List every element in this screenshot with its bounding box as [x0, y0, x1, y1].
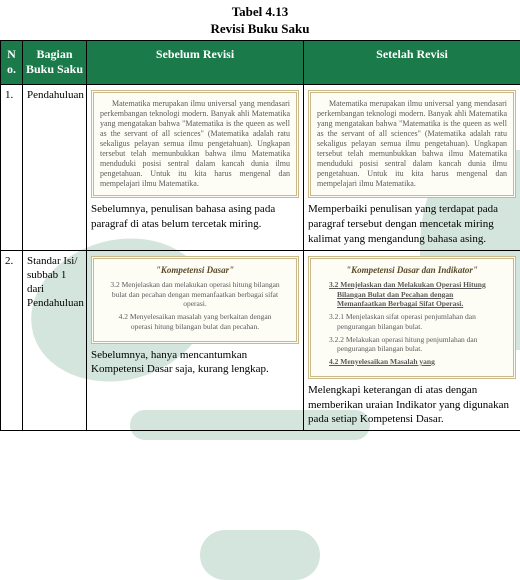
- cell-sebelum: Matematika merupakan ilmu universal yang…: [87, 84, 304, 250]
- card-sebelum-1: Matematika merupakan ilmu universal yang…: [91, 90, 299, 198]
- kd-item: 3.2 Menjelaskan dan Melakukan Operasi Hi…: [325, 280, 499, 309]
- kd-item: 3.2 Menjelaskan dan melakukan operasi hi…: [108, 280, 282, 309]
- card-setelah-1: Matematika merupakan ilmu universal yang…: [308, 90, 516, 198]
- title-line1: Tabel 4.13: [232, 4, 289, 19]
- cell-bagian: Standar Isi/ subbab 1 dari Pendahuluan: [23, 250, 87, 431]
- table-row: 1. Pendahuluan Matematika merupakan ilmu…: [1, 84, 520, 250]
- kd-indicator: 3.2.1 Menjelaskan sifat operasi penjumla…: [325, 312, 499, 332]
- caption-sebelum-1: Sebelumnya, penulisan bahasa asing pada …: [91, 202, 299, 232]
- table-title: Tabel 4.13 Revisi Buku Saku: [0, 0, 520, 40]
- cell-setelah: "Kompetensi Dasar dan Indikator" 3.2 Men…: [304, 250, 520, 431]
- kd-indicator: 3.2.2 Melakukan operasi hitung penjumlah…: [325, 335, 499, 355]
- table-row: 2. Standar Isi/ subbab 1 dari Pendahulua…: [1, 250, 520, 431]
- card-setelah-2: "Kompetensi Dasar dan Indikator" 3.2 Men…: [308, 256, 516, 379]
- cell-sebelum: "Kompetensi Dasar" 3.2 Menjelaskan dan m…: [87, 250, 304, 431]
- title-line2: Revisi Buku Saku: [211, 21, 310, 36]
- cell-no: 2.: [1, 250, 23, 431]
- header-no: N o.: [1, 40, 23, 84]
- caption-sebelum-2: Sebelumnya, hanya mencantumkan Kompetens…: [91, 348, 299, 378]
- kd-item: 4.2 Menyelesaikan Masalah yang: [325, 357, 499, 367]
- header-bagian: Bagian Buku Saku: [23, 40, 87, 84]
- revision-table: N o. Bagian Buku Saku Sebelum Revisi Set…: [0, 40, 520, 432]
- header-setelah: Setelah Revisi: [304, 40, 520, 84]
- card-sebelum-2: "Kompetensi Dasar" 3.2 Menjelaskan dan m…: [91, 256, 299, 344]
- header-sebelum: Sebelum Revisi: [87, 40, 304, 84]
- caption-setelah-1: Memperbaiki penulisan yang terdapat pada…: [308, 202, 516, 247]
- caption-setelah-2: Melengkapi keterangan di atas dengan mem…: [308, 383, 516, 428]
- card-title: "Kompetensi Dasar dan Indikator": [317, 265, 507, 276]
- cell-no: 1.: [1, 84, 23, 250]
- kd-item: 4.2 Menyelesaikan masalah yang berkaitan…: [108, 312, 282, 332]
- header-row: N o. Bagian Buku Saku Sebelum Revisi Set…: [1, 40, 520, 84]
- cell-bagian: Pendahuluan: [23, 84, 87, 250]
- card-title: "Kompetensi Dasar": [100, 265, 290, 276]
- cell-setelah: Matematika merupakan ilmu universal yang…: [304, 84, 520, 250]
